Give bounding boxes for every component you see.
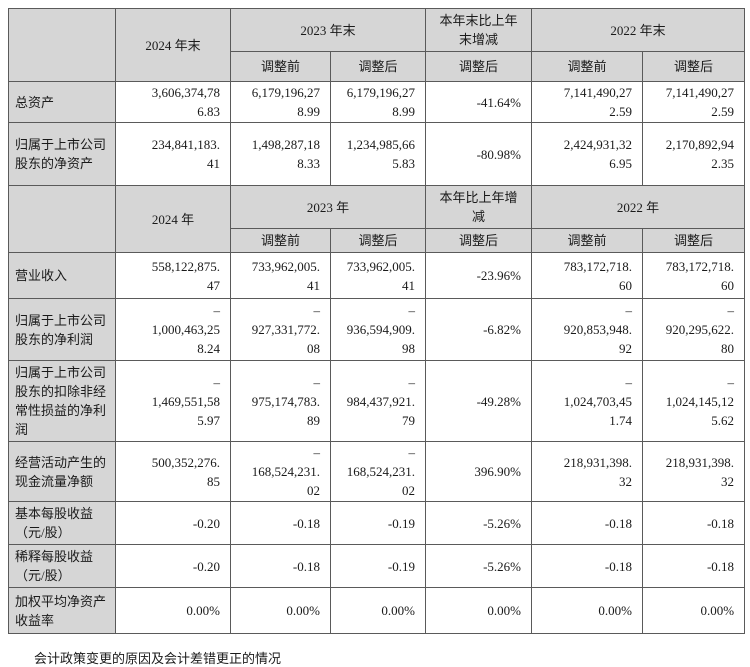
header-2024-year: 2024 年 <box>115 185 231 253</box>
footer-note: 会计政策变更的原因及会计差错更正的情况 <box>34 651 282 666</box>
cell-deduct-profit-2022-post: – 1,024,145,12 5.62 <box>642 360 746 442</box>
cell-roe-2023-post: 0.00% <box>329 587 427 634</box>
header-2023-yearend: 2023 年末 <box>229 8 427 52</box>
header-yearend-change: 本年末比上年 末增减 <box>425 8 533 52</box>
row-operating-cash-flow: 经营活动产生的现金流量净额 500,352,276. 85 – 168,524,… <box>8 441 746 502</box>
cell-diluted-eps-2023-post: -0.19 <box>329 544 427 588</box>
financial-summary-table: 2024 年末 2023 年末 本年末比上年 末增减 2022 年末 调整前 调… <box>8 8 746 634</box>
cell-basic-eps-2023-pre: -0.18 <box>230 501 331 545</box>
row-label-weighted-avg-roe: 加权平均净资产收益率 <box>8 587 116 634</box>
row-operating-revenue: 营业收入 558,122,875. 47 733,962,005. 41 733… <box>8 252 746 299</box>
corner-blank-cell <box>8 8 116 82</box>
cell-net-assets-2023-pre: 1,498,287,18 8.33 <box>230 122 331 186</box>
cell-roe-change: 0.00% <box>425 587 533 634</box>
subheader2-2023-post-adjust: 调整后 <box>329 228 427 253</box>
cell-roe-2022-pre: 0.00% <box>531 587 644 634</box>
cell-total-assets-change: -41.64% <box>425 81 533 123</box>
cell-roe-2022-post: 0.00% <box>642 587 746 634</box>
cell-net-assets-change: -80.98% <box>425 122 533 186</box>
cell-cash-flow-change: 396.90% <box>425 441 533 502</box>
cell-deduct-profit-2024: – 1,469,551,58 5.97 <box>115 360 231 442</box>
header-year-change: 本年比上年增 减 <box>425 185 533 229</box>
subheader-2023-post-adjust: 调整后 <box>329 51 427 82</box>
cell-deduct-profit-2023-pre: – 975,174,783. 89 <box>230 360 331 442</box>
subheader2-2023-pre-adjust: 调整前 <box>230 228 331 253</box>
subheader-2022-pre-adjust: 调整前 <box>531 51 644 82</box>
cell-net-assets-2022-post: 2,170,892,94 2.35 <box>642 122 746 186</box>
row-label-total-assets: 总资产 <box>8 81 116 123</box>
header-2022-year: 2022 年 <box>531 185 746 229</box>
subheader2-2022-pre-adjust: 调整前 <box>531 228 644 253</box>
cell-revenue-2022-post: 783,172,718. 60 <box>642 252 746 299</box>
cell-deduct-profit-change: -49.28% <box>425 360 533 442</box>
row-net-profit-deducting-non-recurring: 归属于上市公司股东的扣除非经常性损益的净利润 – 1,469,551,58 5.… <box>8 360 746 442</box>
cell-net-assets-2022-pre: 2,424,931,32 6.95 <box>531 122 644 186</box>
cell-revenue-2023-pre: 733,962,005. 41 <box>230 252 331 299</box>
header-2022-yearend: 2022 年末 <box>531 8 746 52</box>
cell-basic-eps-2023-post: -0.19 <box>329 501 427 545</box>
cell-net-assets-2023-post: 1,234,985,66 5.83 <box>329 122 427 186</box>
row-label-diluted-eps: 稀释每股收益（元/股） <box>8 544 116 588</box>
section2-header-row-1: 2024 年 2023 年 本年比上年增 减 2022 年 <box>8 185 746 253</box>
section1-header-row-1: 2024 年末 2023 年末 本年末比上年 末增减 2022 年末 <box>8 8 746 82</box>
subheader-2022-post-adjust: 调整后 <box>642 51 746 82</box>
cell-net-profit-2024: – 1,000,463,25 8.24 <box>115 298 231 361</box>
cell-revenue-change: -23.96% <box>425 252 533 299</box>
corner-blank-cell-2 <box>8 185 116 253</box>
cell-revenue-2024: 558,122,875. 47 <box>115 252 231 299</box>
cell-total-assets-2022-post: 7,141,490,27 2.59 <box>642 81 746 123</box>
row-label-net-assets-attributable: 归属于上市公司股东的净资产 <box>8 122 116 186</box>
cell-diluted-eps-2022-post: -0.18 <box>642 544 746 588</box>
row-label-net-profit-deducting-non-recurring: 归属于上市公司股东的扣除非经常性损益的净利润 <box>8 360 116 442</box>
cell-cash-flow-2022-post: 218,931,398. 32 <box>642 441 746 502</box>
row-diluted-eps: 稀释每股收益（元/股） -0.20 -0.18 -0.19 -5.26% -0.… <box>8 544 746 588</box>
cell-deduct-profit-2022-pre: – 1,024,703,45 1.74 <box>531 360 644 442</box>
cell-net-profit-change: -6.82% <box>425 298 533 361</box>
cell-diluted-eps-change: -5.26% <box>425 544 533 588</box>
cell-diluted-eps-2023-pre: -0.18 <box>230 544 331 588</box>
cell-diluted-eps-2024: -0.20 <box>115 544 231 588</box>
cell-deduct-profit-2023-post: – 984,437,921. 79 <box>329 360 427 442</box>
cell-total-assets-2023-post: 6,179,196,27 8.99 <box>329 81 427 123</box>
row-label-operating-revenue: 营业收入 <box>8 252 116 299</box>
cell-basic-eps-2022-pre: -0.18 <box>531 501 644 545</box>
subheader-change-post-adjust: 调整后 <box>425 51 533 82</box>
subheader2-2022-post-adjust: 调整后 <box>642 228 746 253</box>
row-net-profit-attributable: 归属于上市公司股东的净利润 – 1,000,463,25 8.24 – 927,… <box>8 298 746 361</box>
cell-basic-eps-change: -5.26% <box>425 501 533 545</box>
cell-net-profit-2023-pre: – 927,331,772. 08 <box>230 298 331 361</box>
cell-net-profit-2022-pre: – 920,853,948. 92 <box>531 298 644 361</box>
report-page: 2024 年末 2023 年末 本年末比上年 末增减 2022 年末 调整前 调… <box>8 8 746 666</box>
header-2023-year: 2023 年 <box>229 185 427 229</box>
row-net-assets-attributable: 归属于上市公司股东的净资产 234,841,183. 41 1,498,287,… <box>8 122 746 186</box>
section1-header-row-2: 调整前 调整后 调整后 调整前 调整后 <box>9 51 746 82</box>
row-weighted-avg-roe: 加权平均净资产收益率 0.00% 0.00% 0.00% 0.00% 0.00%… <box>8 587 746 634</box>
cell-total-assets-2024: 3,606,374,78 6.83 <box>115 81 231 123</box>
section2-header-row-2: 调整前 调整后 调整后 调整前 调整后 <box>9 228 746 253</box>
header-2024-yearend: 2024 年末 <box>115 8 231 82</box>
row-basic-eps: 基本每股收益（元/股） -0.20 -0.18 -0.19 -5.26% -0.… <box>8 501 746 545</box>
cell-basic-eps-2024: -0.20 <box>115 501 231 545</box>
cell-cash-flow-2023-pre: – 168,524,231. 02 <box>230 441 331 502</box>
row-total-assets: 总资产 3,606,374,78 6.83 6,179,196,27 8.99 … <box>8 81 746 123</box>
cell-diluted-eps-2022-pre: -0.18 <box>531 544 644 588</box>
subheader2-change-post-adjust: 调整后 <box>425 228 533 253</box>
cell-net-profit-2022-post: – 920,295,622. 80 <box>642 298 746 361</box>
cell-cash-flow-2024: 500,352,276. 85 <box>115 441 231 502</box>
cell-revenue-2022-pre: 783,172,718. 60 <box>531 252 644 299</box>
cell-total-assets-2023-pre: 6,179,196,27 8.99 <box>230 81 331 123</box>
cell-revenue-2023-post: 733,962,005. 41 <box>329 252 427 299</box>
cell-net-profit-2023-post: – 936,594,909. 98 <box>329 298 427 361</box>
subheader-2023-pre-adjust: 调整前 <box>230 51 331 82</box>
row-label-operating-cash-flow: 经营活动产生的现金流量净额 <box>8 441 116 502</box>
row-label-basic-eps: 基本每股收益（元/股） <box>8 501 116 545</box>
cell-basic-eps-2022-post: -0.18 <box>642 501 746 545</box>
cell-net-assets-2024: 234,841,183. 41 <box>115 122 231 186</box>
cell-total-assets-2022-pre: 7,141,490,27 2.59 <box>531 81 644 123</box>
cell-roe-2024: 0.00% <box>115 587 231 634</box>
row-label-net-profit-attributable: 归属于上市公司股东的净利润 <box>8 298 116 361</box>
cell-cash-flow-2023-post: – 168,524,231. 02 <box>329 441 427 502</box>
cell-roe-2023-pre: 0.00% <box>230 587 331 634</box>
cell-cash-flow-2022-pre: 218,931,398. 32 <box>531 441 644 502</box>
